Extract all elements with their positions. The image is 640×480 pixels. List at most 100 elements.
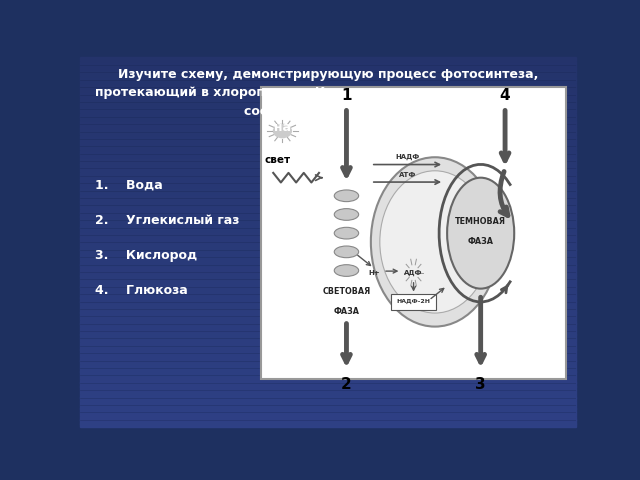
Bar xyxy=(80,349,576,353)
Bar xyxy=(80,416,576,420)
Bar xyxy=(80,139,576,143)
Bar xyxy=(80,57,576,61)
Bar xyxy=(80,79,576,84)
Bar xyxy=(80,135,576,139)
Text: НАДФ-2Н: НАДФ-2Н xyxy=(397,299,431,304)
Bar xyxy=(80,161,576,165)
Text: 4.    Глюкоза: 4. Глюкоза xyxy=(95,284,188,297)
Bar xyxy=(80,231,576,235)
Bar xyxy=(80,335,576,338)
Text: 2: 2 xyxy=(341,377,352,393)
Bar xyxy=(80,205,576,209)
Text: 2.    Углекислый газ: 2. Углекислый газ xyxy=(95,214,239,227)
Bar xyxy=(80,360,576,364)
Bar xyxy=(80,324,576,327)
Bar xyxy=(80,131,576,135)
Text: НАДФ: НАДФ xyxy=(396,154,420,160)
Text: 4: 4 xyxy=(500,88,510,103)
Bar xyxy=(80,116,576,120)
Bar xyxy=(80,394,576,397)
Text: АДФ: АДФ xyxy=(404,269,423,276)
Bar xyxy=(80,190,576,194)
Bar xyxy=(80,220,576,224)
Bar xyxy=(80,235,576,239)
Text: 3: 3 xyxy=(476,377,486,393)
Ellipse shape xyxy=(334,190,358,202)
Bar xyxy=(80,253,576,257)
Text: 3.    Кислород: 3. Кислород xyxy=(95,249,197,262)
Text: ФАЗА: ФАЗА xyxy=(468,238,493,246)
Bar xyxy=(80,194,576,198)
Bar xyxy=(80,294,576,298)
Bar xyxy=(80,72,576,76)
Bar xyxy=(80,168,576,172)
Bar xyxy=(80,264,576,268)
Bar xyxy=(80,375,576,379)
Bar xyxy=(80,401,576,405)
Bar xyxy=(80,383,576,386)
Text: СВЕТОВАЯ: СВЕТОВАЯ xyxy=(323,287,371,296)
Text: Н+: Н+ xyxy=(368,270,380,276)
Bar xyxy=(80,372,576,375)
Bar xyxy=(80,279,576,283)
Bar xyxy=(80,150,576,154)
Bar xyxy=(80,179,576,183)
Bar xyxy=(80,94,576,98)
Bar xyxy=(80,239,576,242)
Ellipse shape xyxy=(334,228,358,239)
Bar xyxy=(80,386,576,390)
Bar xyxy=(80,261,576,264)
Bar xyxy=(80,320,576,324)
Bar xyxy=(80,91,576,95)
Bar xyxy=(80,338,576,342)
Bar xyxy=(80,128,576,132)
Bar xyxy=(80,357,576,360)
Bar xyxy=(80,61,576,65)
Bar xyxy=(80,183,576,187)
Bar xyxy=(80,353,576,357)
Ellipse shape xyxy=(334,264,358,276)
Text: ТЕМНОВАЯ: ТЕМНОВАЯ xyxy=(455,217,506,226)
Text: АТФ: АТФ xyxy=(399,172,416,178)
Text: протекающий в хлоропласте. Какое из перечисленных веществ: протекающий в хлоропласте. Какое из пере… xyxy=(95,86,561,99)
Bar xyxy=(80,83,576,87)
Bar xyxy=(80,405,576,409)
Ellipse shape xyxy=(380,171,490,313)
Bar xyxy=(80,209,576,213)
Bar xyxy=(80,408,576,412)
Bar xyxy=(80,187,576,191)
Ellipse shape xyxy=(334,246,358,258)
Bar xyxy=(80,305,576,309)
Bar xyxy=(80,98,576,102)
Bar xyxy=(80,142,576,146)
Ellipse shape xyxy=(334,209,358,220)
Bar xyxy=(80,165,576,168)
Bar xyxy=(80,68,576,72)
Bar xyxy=(80,109,576,113)
Bar xyxy=(80,87,576,91)
Bar xyxy=(80,309,576,312)
Bar xyxy=(80,316,576,320)
Bar xyxy=(80,290,576,294)
Bar xyxy=(261,87,566,379)
Bar xyxy=(80,157,576,161)
Bar xyxy=(80,287,576,290)
Bar xyxy=(80,312,576,316)
Bar xyxy=(80,146,576,150)
Circle shape xyxy=(273,124,291,138)
Bar xyxy=(80,216,576,220)
Bar xyxy=(80,268,576,272)
Text: на этой схеме?: на этой схеме? xyxy=(274,121,382,134)
Bar xyxy=(80,120,576,124)
Ellipse shape xyxy=(447,178,514,288)
Bar xyxy=(80,342,576,346)
Bar xyxy=(80,113,576,117)
Bar xyxy=(80,257,576,261)
FancyBboxPatch shape xyxy=(391,294,436,310)
Bar xyxy=(80,176,576,180)
Bar xyxy=(80,331,576,335)
Bar xyxy=(80,420,576,423)
Bar xyxy=(80,246,576,250)
Bar xyxy=(80,224,576,228)
Bar xyxy=(80,242,576,246)
